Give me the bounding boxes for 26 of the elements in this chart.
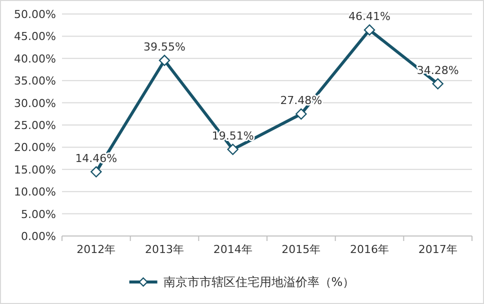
point: [296, 108, 307, 120]
x-tick-label: 2012年: [76, 243, 116, 256]
y-tick-label: 45.00%: [14, 30, 56, 44]
y-tick-label: 15.00%: [14, 163, 56, 176]
point: [432, 78, 444, 90]
y-tick-label: 5.00%: [21, 208, 56, 221]
y-tick-label: 10.00%: [14, 186, 56, 199]
x-tick-label: 2013年: [145, 243, 184, 256]
x-tick-label: 2015年: [282, 243, 321, 256]
y-tick-label: 25.00%: [14, 119, 56, 132]
point: [364, 24, 376, 36]
x-tick-label: 2014年: [213, 243, 252, 256]
data-label: 39.55%: [144, 40, 186, 54]
point: [227, 144, 238, 155]
y-tick-label: 20.00%: [14, 141, 56, 154]
point: [158, 54, 170, 66]
x-tick-label: 2016年: [350, 243, 389, 256]
data-label: 46.41%: [348, 10, 390, 23]
legend-label: 南京市市辖区住宅用地溢价率（%）: [163, 275, 355, 289]
y-tick-label: 40.00%: [14, 52, 56, 66]
point: [90, 166, 102, 178]
y-tick-label: 30.00%: [14, 96, 56, 110]
y-tick-label: 50.00%: [14, 8, 56, 21]
x-tick-label: 2017年: [418, 243, 458, 256]
y-tick-label: 35.00%: [14, 74, 56, 88]
y-tick-label: 0.00%: [21, 230, 56, 243]
